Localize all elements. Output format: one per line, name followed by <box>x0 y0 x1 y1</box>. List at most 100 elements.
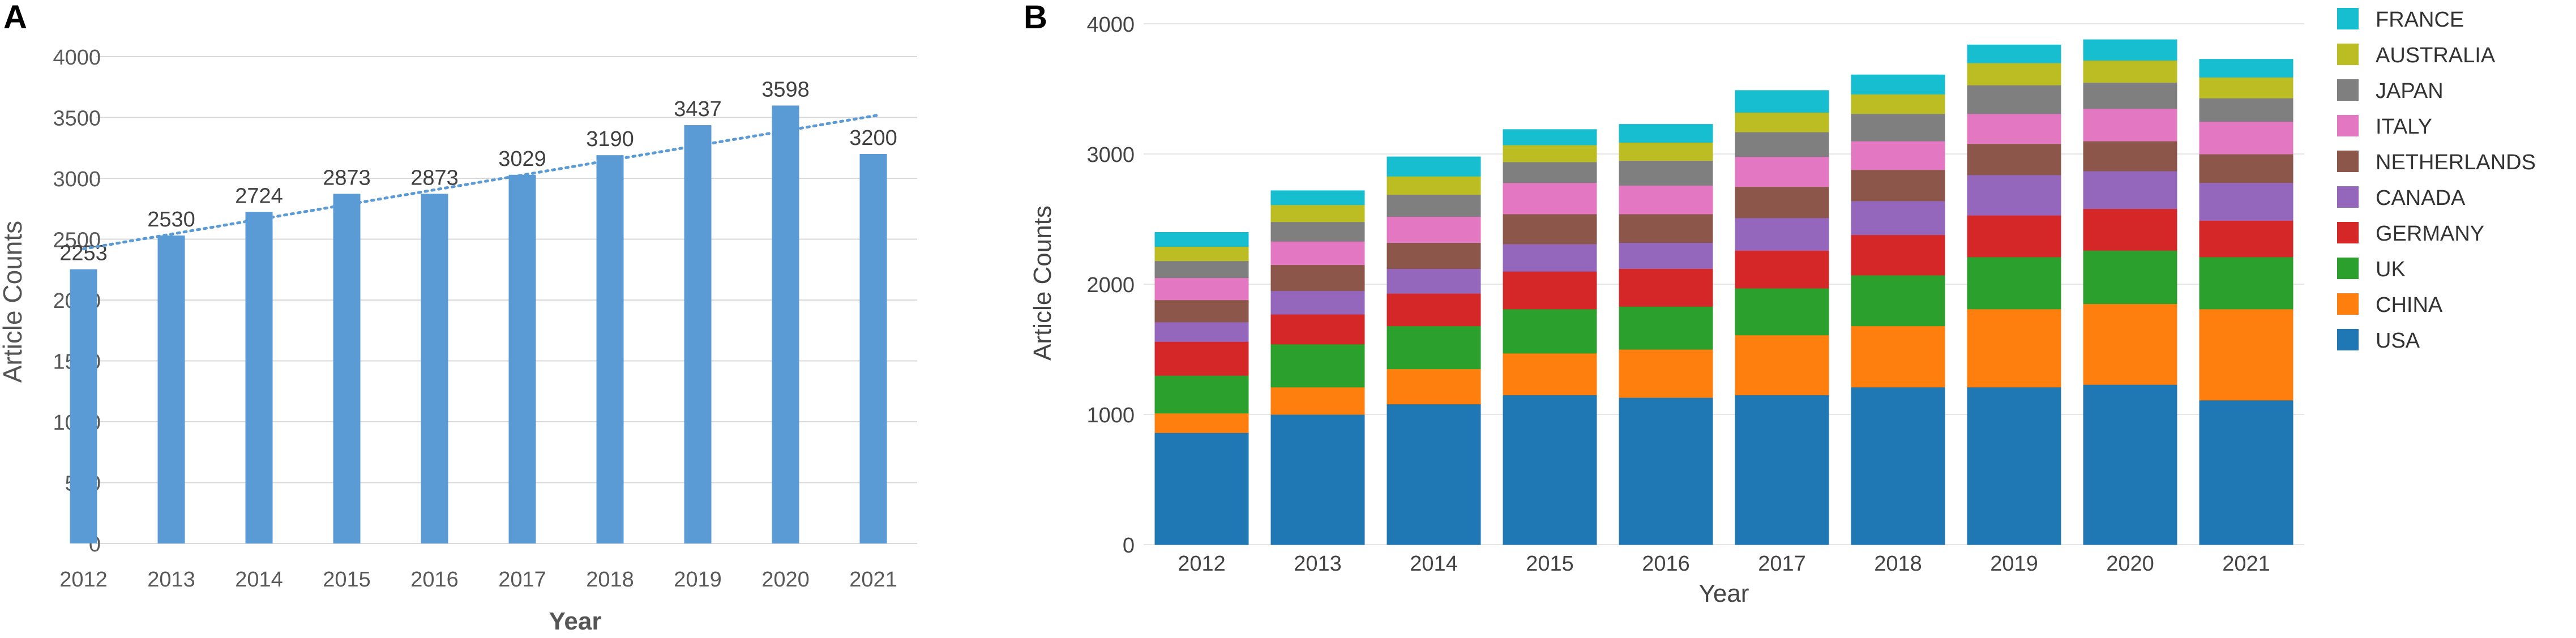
stacked-bar-segment <box>1735 131 1829 157</box>
chart-b-y-axis-label: Article Counts <box>1029 205 1056 361</box>
stacked-bar-segment <box>1503 353 1597 396</box>
legend-label: CHINA <box>2376 293 2443 317</box>
data-label: 2253 <box>59 242 108 266</box>
legend-label: ITALY <box>2376 115 2432 139</box>
stacked-bar-segment <box>1154 322 1249 342</box>
bar <box>245 212 273 544</box>
chart-a-y-axis-label: Article Counts <box>0 221 27 383</box>
bar <box>596 155 624 543</box>
stacked-bar-segment <box>1387 369 1481 405</box>
chart-b: 0 1000 2000 3000 4000 2012 2013 2014 2015 2016 201… <box>1086 8 2536 576</box>
stacked-bar-segment <box>1503 309 1597 354</box>
stacked-bar-segment <box>1154 246 1249 262</box>
legend-label: JAPAN <box>2376 79 2444 103</box>
stacked-bar-segment <box>1270 241 1365 266</box>
stacked-bar-segment <box>1967 174 2061 216</box>
stacked-bar-segment <box>1851 74 1945 95</box>
stacked-bar-segment <box>1387 194 1481 217</box>
x-tick-label: 2019 <box>1990 552 2038 576</box>
stacked-bar-segment <box>1967 113 2061 144</box>
stacked-bar-segment <box>1154 277 1249 301</box>
stacked-bar-segment <box>1154 413 1249 433</box>
data-label: 3437 <box>674 97 722 121</box>
bar <box>421 194 448 543</box>
stacked-bar-segment <box>1270 290 1365 315</box>
stacked-bar-segment <box>1851 387 1945 545</box>
stacked-bar-segment <box>2083 60 2177 83</box>
y-tick-label: 4000 <box>53 46 101 70</box>
stacked-bar-segment <box>1154 433 1249 545</box>
x-tick-label: 2017 <box>498 568 546 592</box>
stacked-bar-segment <box>1735 217 1829 251</box>
legend-swatch <box>2337 79 2359 101</box>
stacked-bar-segment <box>1967 256 2061 310</box>
legend-label: USA <box>2376 329 2420 353</box>
legend-swatch <box>2337 115 2359 136</box>
bar <box>859 154 887 543</box>
trend-line <box>82 113 880 251</box>
legend-swatch <box>2337 186 2359 208</box>
x-tick-label: 2014 <box>1410 552 1458 576</box>
stacked-bar-segment <box>1851 169 1945 202</box>
x-tick-label: 2015 <box>1526 552 1574 576</box>
x-tick-label: 2018 <box>1874 552 1922 576</box>
stacked-bar-segment <box>1387 176 1481 195</box>
x-tick-label: 2020 <box>761 568 810 592</box>
x-tick-label: 2012 <box>59 568 108 592</box>
stacked-bar-segment <box>2199 59 2293 78</box>
stacked-bar-segment <box>1967 85 2061 114</box>
stacked-bar-segment <box>1387 216 1481 243</box>
legend-swatch <box>2337 151 2359 172</box>
stacked-bar-segment <box>2083 250 2177 305</box>
stacked-bar-segment <box>1387 326 1481 370</box>
stacked-bar-segment <box>1270 314 1365 345</box>
stacked-bar-segment <box>1967 215 2061 258</box>
stacked-bar-segment <box>2083 303 2177 385</box>
bar <box>333 194 361 543</box>
y-tick-label: 0 <box>1123 534 1135 558</box>
stacked-bar-segment <box>2199 182 2293 221</box>
stacked-bar-segment <box>1619 306 1713 350</box>
stacked-bar-segment <box>1967 309 2061 388</box>
stacked-bar-segment <box>2199 256 2293 310</box>
stacked-bar-segment <box>2199 77 2293 99</box>
x-tick-label: 2018 <box>586 568 634 592</box>
stacked-bar-segment <box>1503 243 1597 272</box>
legend-swatch <box>2337 329 2359 350</box>
x-tick-label: 2020 <box>2106 552 2154 576</box>
stacked-bar-segment <box>1270 204 1365 222</box>
stacked-bar-segment <box>2083 39 2177 61</box>
x-tick-label: 2019 <box>674 568 722 592</box>
stacked-bar-segment <box>2083 384 2177 545</box>
legend-swatch <box>2337 8 2359 29</box>
stacked-bar-segment <box>1967 44 2061 63</box>
bar <box>772 105 799 543</box>
stacked-bar-segment <box>1270 190 1365 205</box>
stacked-bar-segment <box>2083 141 2177 172</box>
stacked-bar-segment <box>1735 395 1829 545</box>
stacked-bar-segment <box>1270 387 1365 415</box>
stacked-bar-segment <box>1154 232 1249 247</box>
stacked-bar-segment <box>1270 344 1365 388</box>
stacked-bar-segment <box>1503 161 1597 183</box>
stacked-bar-segment <box>1851 326 1945 388</box>
stacked-bar-segment <box>1619 213 1713 243</box>
stacked-bar-segment <box>2083 82 2177 109</box>
legend-swatch <box>2337 293 2359 315</box>
stacked-bar-segment <box>1387 404 1481 545</box>
stacked-bar-segment <box>1154 341 1249 376</box>
stacked-bar-segment <box>1619 349 1713 398</box>
bar <box>684 125 712 544</box>
bar <box>70 269 97 543</box>
stacked-bar-segment <box>2199 121 2293 155</box>
stacked-bar-segment <box>1735 250 1829 289</box>
y-tick-label: 3000 <box>53 168 101 191</box>
stacked-bar-segment <box>1851 275 1945 327</box>
panel-b-label: B <box>1024 0 1047 36</box>
stacked-bar-segment <box>2199 220 2293 258</box>
legend-label: UK <box>2376 258 2406 281</box>
y-tick-label: 3000 <box>1086 143 1135 167</box>
y-tick-label: 1000 <box>1086 404 1135 427</box>
panel-a-label: A <box>3 0 27 36</box>
x-tick-label: 2021 <box>849 568 897 592</box>
